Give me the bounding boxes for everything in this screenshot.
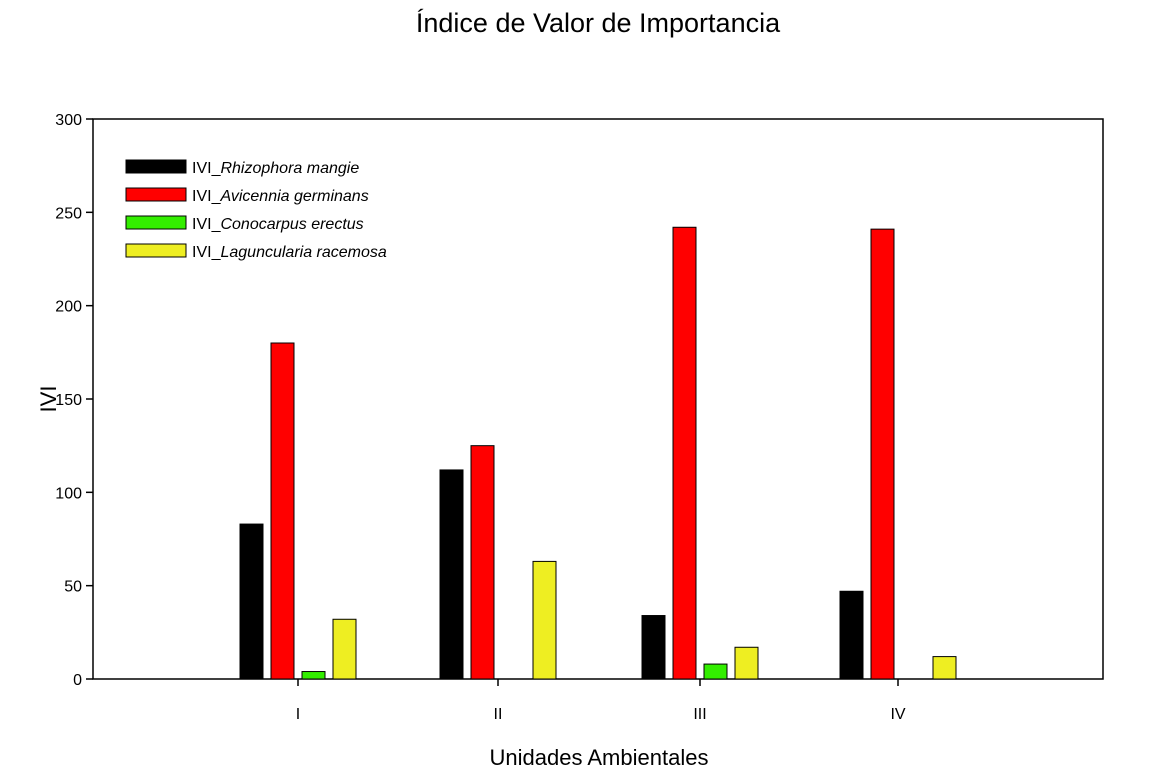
- x-axis-label: Unidades Ambientales: [490, 745, 709, 770]
- x-tick-label: IV: [890, 706, 905, 723]
- legend-prefix: IVI_: [192, 160, 222, 177]
- y-tick-label: 150: [55, 392, 82, 409]
- bar-4-i: [332, 618, 357, 680]
- bar-3-iii: [703, 663, 728, 680]
- legend-series-name: Avicennia germinans: [219, 188, 368, 205]
- y-axis-label: IVI: [36, 386, 61, 413]
- y-tick-label: 0: [73, 672, 82, 689]
- x-tick-label: I: [296, 706, 300, 723]
- x-tick-label: II: [494, 706, 503, 723]
- legend-prefix: IVI_: [192, 188, 222, 205]
- legend-prefix: IVI_: [192, 216, 222, 233]
- bar-2-i: [270, 342, 295, 680]
- bar-1-i: [239, 523, 264, 680]
- legend-entry: IVI_Conocarpus erectus: [192, 216, 364, 233]
- chart-title: Índice de Valor de Importancia: [416, 8, 781, 38]
- legend-series-name: Laguncularia racemosa: [220, 244, 386, 261]
- bar-1-iv: [839, 590, 864, 680]
- bar-1-ii: [439, 469, 464, 680]
- legend-swatch: [125, 187, 187, 202]
- legend-swatch: [125, 215, 187, 230]
- bar-1-iii: [641, 615, 666, 680]
- legend-swatch: [125, 159, 187, 174]
- x-tick-label: III: [693, 706, 706, 723]
- legend-entry: IVI_Avicennia germinans: [192, 188, 369, 205]
- bar-4-iii: [734, 646, 759, 680]
- legend-entry: IVI_Rhizophora mangie: [192, 160, 359, 177]
- y-tick-label: 50: [64, 579, 82, 596]
- legend-prefix: IVI_: [192, 244, 222, 261]
- y-tick-label: 300: [55, 112, 82, 129]
- bar-4-iv: [932, 656, 957, 680]
- bar-2-iii: [672, 226, 697, 680]
- bar-2-ii: [470, 445, 495, 680]
- bar-2-iv: [870, 228, 895, 680]
- y-tick-label: 250: [55, 205, 82, 222]
- bar-4-ii: [532, 560, 557, 680]
- y-tick-label: 100: [55, 485, 82, 502]
- legend-series-name: Conocarpus erectus: [220, 216, 363, 233]
- legend-series-name: Rhizophora mangie: [220, 160, 359, 177]
- y-tick-label: 200: [55, 299, 82, 316]
- legend-swatch: [125, 243, 187, 258]
- bar-3-i: [301, 671, 326, 680]
- legend-entry: IVI_Laguncularia racemosa: [192, 244, 387, 261]
